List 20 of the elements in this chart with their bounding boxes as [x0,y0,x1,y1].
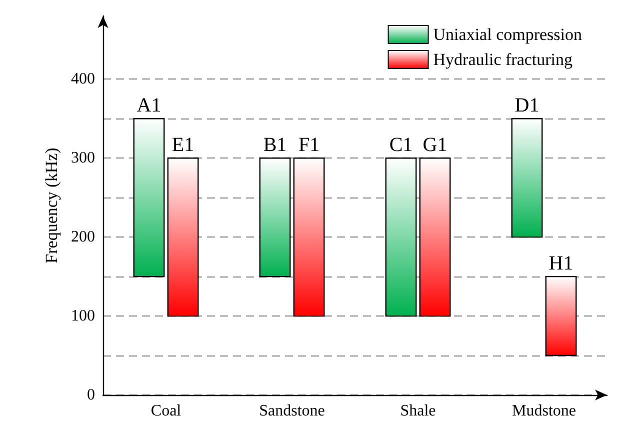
data-label: F1 [298,134,320,156]
y-tick-label: 300 [71,150,95,167]
y-tick-label: 400 [71,70,95,88]
x-tick-label: Shale [400,402,436,420]
x-tick-label: Coal [150,402,182,420]
x-tick-label: Mudstone [512,402,576,420]
y-tick-label: 100 [71,308,95,325]
data-label: B1 [263,134,287,156]
legend-label: Uniaxial compression [433,25,582,44]
data-label: D1 [514,94,540,117]
x-tick-label: Sandstone [259,402,325,420]
y-tick-label: 200 [71,228,95,246]
data-label: G1 [422,134,448,156]
y-axis-title: Frequency (kHz) [42,148,62,264]
y-tick-label: 0 [87,386,95,404]
data-label: E1 [172,134,194,156]
legend-label: Hydraulic fracturing [433,50,574,69]
data-label: H1 [548,252,574,275]
data-label: C1 [389,134,413,156]
data-label: A1 [136,94,162,117]
